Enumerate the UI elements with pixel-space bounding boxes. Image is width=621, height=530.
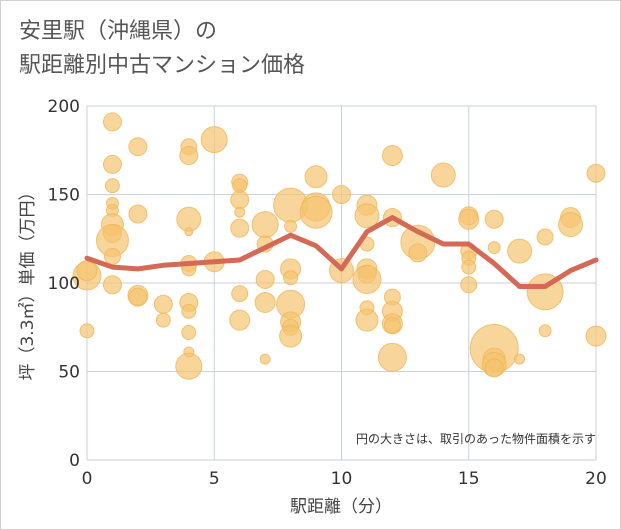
average-price-line	[84, 215, 599, 290]
data-bubble	[234, 206, 246, 218]
data-bubble	[352, 264, 382, 294]
data-bubble	[507, 238, 533, 264]
data-bubble	[354, 203, 380, 229]
data-bubble	[255, 269, 275, 289]
y-axis-ticks: 0 50 100 150 200	[48, 97, 80, 471]
data-bubble	[299, 195, 333, 229]
x-tick-label: 5	[209, 469, 220, 489]
data-bubble	[128, 137, 148, 157]
data-bubble	[181, 303, 197, 319]
data-bubble	[377, 342, 407, 372]
data-bubble	[230, 218, 250, 238]
data-bubble	[332, 185, 351, 204]
data-bubble	[254, 291, 276, 313]
data-bubble	[355, 308, 379, 332]
bubble-size-note: 円の大きさは、取引のあった物件面積を示す	[356, 431, 596, 446]
chart-title-line-1: 安里駅（沖縄県）の	[19, 19, 218, 44]
data-bubble	[128, 287, 148, 307]
x-axis-ticks: 0 5 10 15 20	[82, 469, 607, 489]
data-bubble	[461, 259, 477, 275]
data-bubble	[76, 260, 98, 282]
data-bubble	[430, 162, 456, 188]
y-tick-label: 0	[69, 451, 80, 471]
data-bubble	[102, 112, 122, 132]
data-bubble	[128, 204, 148, 224]
data-bubble	[79, 323, 95, 339]
data-bubble	[200, 126, 228, 154]
x-tick-label: 15	[458, 469, 480, 489]
data-bubble	[259, 353, 271, 365]
y-tick-label: 50	[58, 363, 80, 383]
data-bubble	[283, 270, 299, 286]
data-bubble	[184, 227, 194, 237]
data-bubble	[538, 324, 552, 338]
data-bubble	[153, 294, 173, 314]
y-tick-label: 100	[48, 274, 80, 294]
data-bubble	[175, 352, 203, 380]
data-bubble	[408, 243, 428, 263]
data-bubble	[103, 247, 121, 265]
data-bubble	[487, 241, 501, 255]
data-bubble	[102, 275, 122, 295]
data-bubble	[381, 145, 403, 167]
chart-title: 安里駅（沖縄県）の 駅距離別中古マンション価格	[19, 15, 305, 83]
data-bubble	[155, 312, 171, 328]
data-bubble	[585, 325, 607, 347]
data-bubble	[458, 208, 480, 230]
data-bubble	[230, 190, 250, 210]
x-axis-label: 駅距離（分）	[290, 497, 392, 517]
data-bubble	[484, 209, 504, 229]
chart-title-line-2: 駅距離別中古マンション価格	[19, 53, 306, 78]
data-bubble	[231, 285, 249, 303]
x-tick-label: 20	[585, 469, 607, 489]
bubble-series	[72, 112, 607, 380]
data-bubble	[558, 212, 584, 238]
x-tick-label: 10	[331, 469, 353, 489]
data-bubble	[536, 228, 554, 246]
y-tick-label: 200	[48, 97, 80, 117]
data-bubble	[181, 325, 197, 341]
data-bubble	[229, 309, 251, 331]
data-bubble	[102, 154, 122, 174]
data-bubble	[514, 353, 526, 365]
y-tick-label: 150	[48, 186, 80, 206]
data-bubble	[284, 219, 298, 233]
data-bubble	[383, 316, 401, 334]
data-bubble	[586, 163, 606, 183]
data-bubble	[179, 146, 199, 166]
x-tick-label: 0	[82, 469, 93, 489]
data-bubble	[304, 165, 328, 189]
data-bubble	[104, 178, 120, 194]
y-axis-label: 坪（3.3㎡）単価（万円）	[18, 183, 38, 380]
data-bubble	[251, 211, 279, 239]
data-bubble	[460, 276, 478, 294]
data-bubble	[484, 358, 504, 378]
data-bubble	[279, 324, 303, 348]
